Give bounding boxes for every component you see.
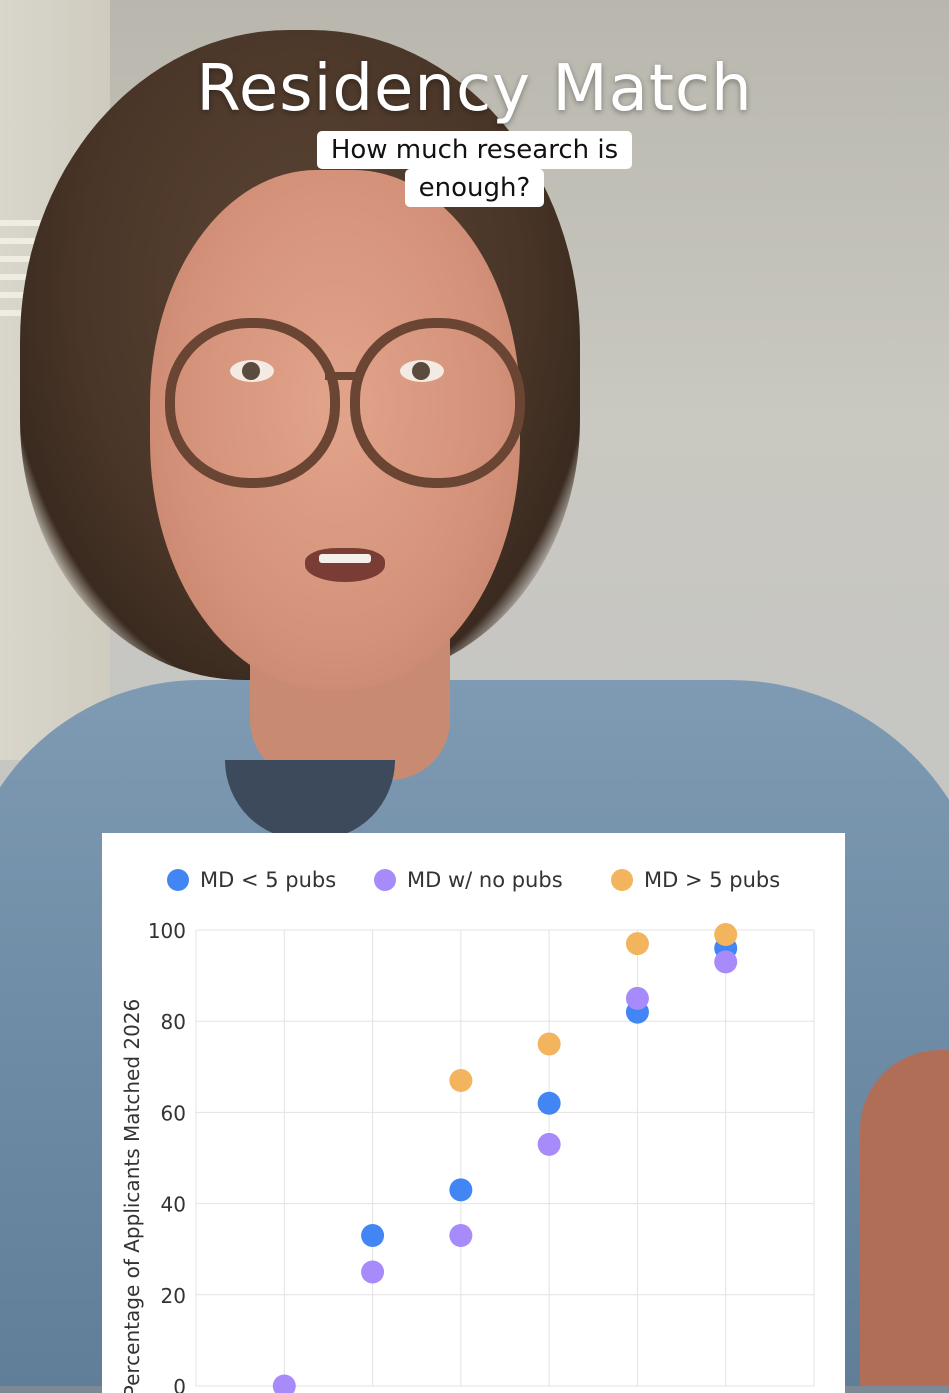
data-point (361, 1224, 384, 1247)
data-point (449, 1178, 472, 1201)
chart-panel: 0 20 40 60 80 100 Percentage of Applicants Mat… (102, 833, 845, 1393)
y-tick-label: 40 (161, 1193, 186, 1217)
data-point (714, 950, 737, 973)
legend-label: MD < 5 pubs (200, 868, 336, 892)
y-tick-label: 80 (161, 1010, 186, 1034)
presenter-mouth (305, 548, 385, 582)
data-point (449, 1224, 472, 1247)
data-point (273, 1375, 296, 1393)
legend-marker (611, 869, 633, 891)
legend-label: MD > 5 pubs (644, 868, 780, 892)
y-tick-label: 20 (161, 1284, 186, 1308)
data-point (714, 923, 737, 946)
legend-label: MD w/ no pubs (407, 868, 563, 892)
legend-marker (167, 869, 189, 891)
legend-marker (374, 869, 396, 891)
video-title: Residency Match (0, 52, 949, 126)
data-point (626, 932, 649, 955)
y-tick-label: 60 (161, 1101, 186, 1125)
glasses-right-lens (350, 318, 525, 488)
glasses-bridge (325, 372, 360, 380)
y-axis-label: Percentage of Applicants Matched 2026 (120, 999, 144, 1393)
caption-line-2: enough? (405, 169, 545, 207)
presenter-arm (860, 1050, 949, 1386)
data-point (626, 987, 649, 1010)
glasses-left-lens (165, 318, 340, 488)
data-point (538, 1033, 561, 1056)
data-point (538, 1092, 561, 1115)
y-tick-label: 0 (173, 1375, 186, 1393)
y-tick-label: 100 (148, 919, 186, 943)
scatter-chart: 0 20 40 60 80 100 Percentage of Applicants Mat… (102, 833, 845, 1393)
data-point (361, 1261, 384, 1284)
data-point (538, 1133, 561, 1156)
data-point (449, 1069, 472, 1092)
caption-line-1: How much research is (317, 131, 632, 169)
caption: How much research is enough? (0, 131, 949, 207)
